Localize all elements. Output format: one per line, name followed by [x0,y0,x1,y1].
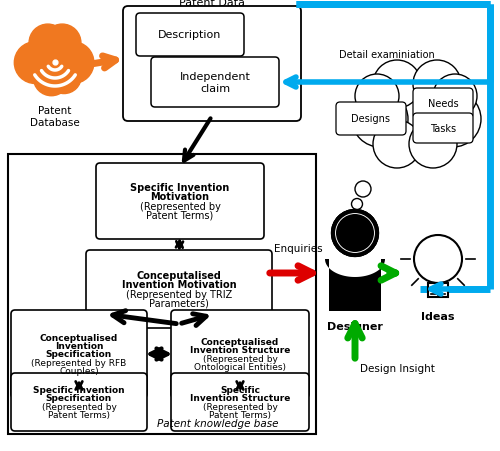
Text: Parameters): Parameters) [149,298,209,308]
Circle shape [352,92,408,147]
Circle shape [28,33,82,87]
Text: Ideas: Ideas [421,311,455,321]
Circle shape [29,25,66,62]
Text: (Represented by TRIZ: (Represented by TRIZ [126,289,232,299]
FancyBboxPatch shape [11,310,147,398]
Text: (Represented by: (Represented by [202,354,278,363]
Text: Ontological Entities): Ontological Entities) [194,362,286,371]
Text: Specification: Specification [46,350,112,359]
FancyBboxPatch shape [86,250,272,328]
Circle shape [333,212,377,255]
Text: Invention Motivation: Invention Motivation [122,280,236,290]
Text: Detail examiniation: Detail examiniation [339,50,435,60]
FancyBboxPatch shape [96,164,264,239]
Text: Designs: Designs [352,114,391,124]
Polygon shape [325,259,385,311]
Circle shape [413,61,461,109]
FancyBboxPatch shape [413,89,473,119]
FancyBboxPatch shape [151,58,279,108]
Circle shape [409,121,457,169]
Circle shape [375,75,455,155]
Circle shape [336,215,374,253]
Text: Conceptualised: Conceptualised [40,333,118,342]
Text: (Represented by RFB: (Represented by RFB [32,358,126,367]
Text: Patent Terms): Patent Terms) [146,210,214,220]
Text: Designer: Designer [327,321,383,331]
Text: Patent Data: Patent Data [179,0,245,8]
Text: Patent Terms): Patent Terms) [209,410,271,419]
Polygon shape [328,286,382,313]
Circle shape [373,121,421,169]
Circle shape [333,212,377,255]
Circle shape [44,25,81,62]
Text: (Represented by: (Represented by [202,402,278,411]
FancyBboxPatch shape [171,310,309,398]
Circle shape [373,61,421,109]
Circle shape [425,92,481,147]
Text: Specification: Specification [46,393,112,402]
Text: Invention Structure: Invention Structure [190,345,290,354]
Circle shape [350,213,356,220]
Circle shape [355,75,399,119]
FancyBboxPatch shape [136,14,244,57]
Text: Conceptualised: Conceptualised [201,337,279,346]
FancyBboxPatch shape [413,114,473,144]
Text: Couples): Couples) [59,367,99,376]
Circle shape [34,60,70,97]
FancyBboxPatch shape [11,373,147,431]
Text: Tasks: Tasks [430,124,456,133]
Circle shape [52,43,94,84]
FancyBboxPatch shape [428,283,448,297]
Text: Specific: Specific [220,385,260,394]
Circle shape [46,60,82,94]
Text: Invention Structure: Invention Structure [190,393,290,402]
Text: Needs: Needs [428,99,458,109]
Text: Patent
Database: Patent Database [30,106,80,127]
FancyBboxPatch shape [123,7,301,122]
Text: Motivation: Motivation [150,192,210,202]
Text: Conceputalised: Conceputalised [136,271,222,281]
Text: Invention: Invention [55,341,104,350]
Text: (Represented by: (Represented by [42,402,117,411]
Circle shape [355,182,371,198]
Circle shape [414,235,462,283]
Text: Patent Terms): Patent Terms) [48,410,110,419]
Circle shape [433,75,477,119]
Text: Description: Description [158,30,222,41]
FancyBboxPatch shape [171,373,309,431]
Circle shape [14,43,56,84]
Bar [8,155,316,434]
FancyBboxPatch shape [336,103,406,136]
Text: Independent
claim: Independent claim [180,72,250,94]
Text: Patent knowledge base: Patent knowledge base [156,418,278,428]
Text: (Represented by: (Represented by [140,201,220,211]
Text: Design Insight: Design Insight [360,363,435,373]
Text: Specific Invention: Specific Invention [33,385,125,394]
Circle shape [333,212,377,255]
Text: Specific Invention: Specific Invention [130,183,230,193]
Circle shape [352,199,362,210]
Text: Enquiries: Enquiries [274,244,323,253]
